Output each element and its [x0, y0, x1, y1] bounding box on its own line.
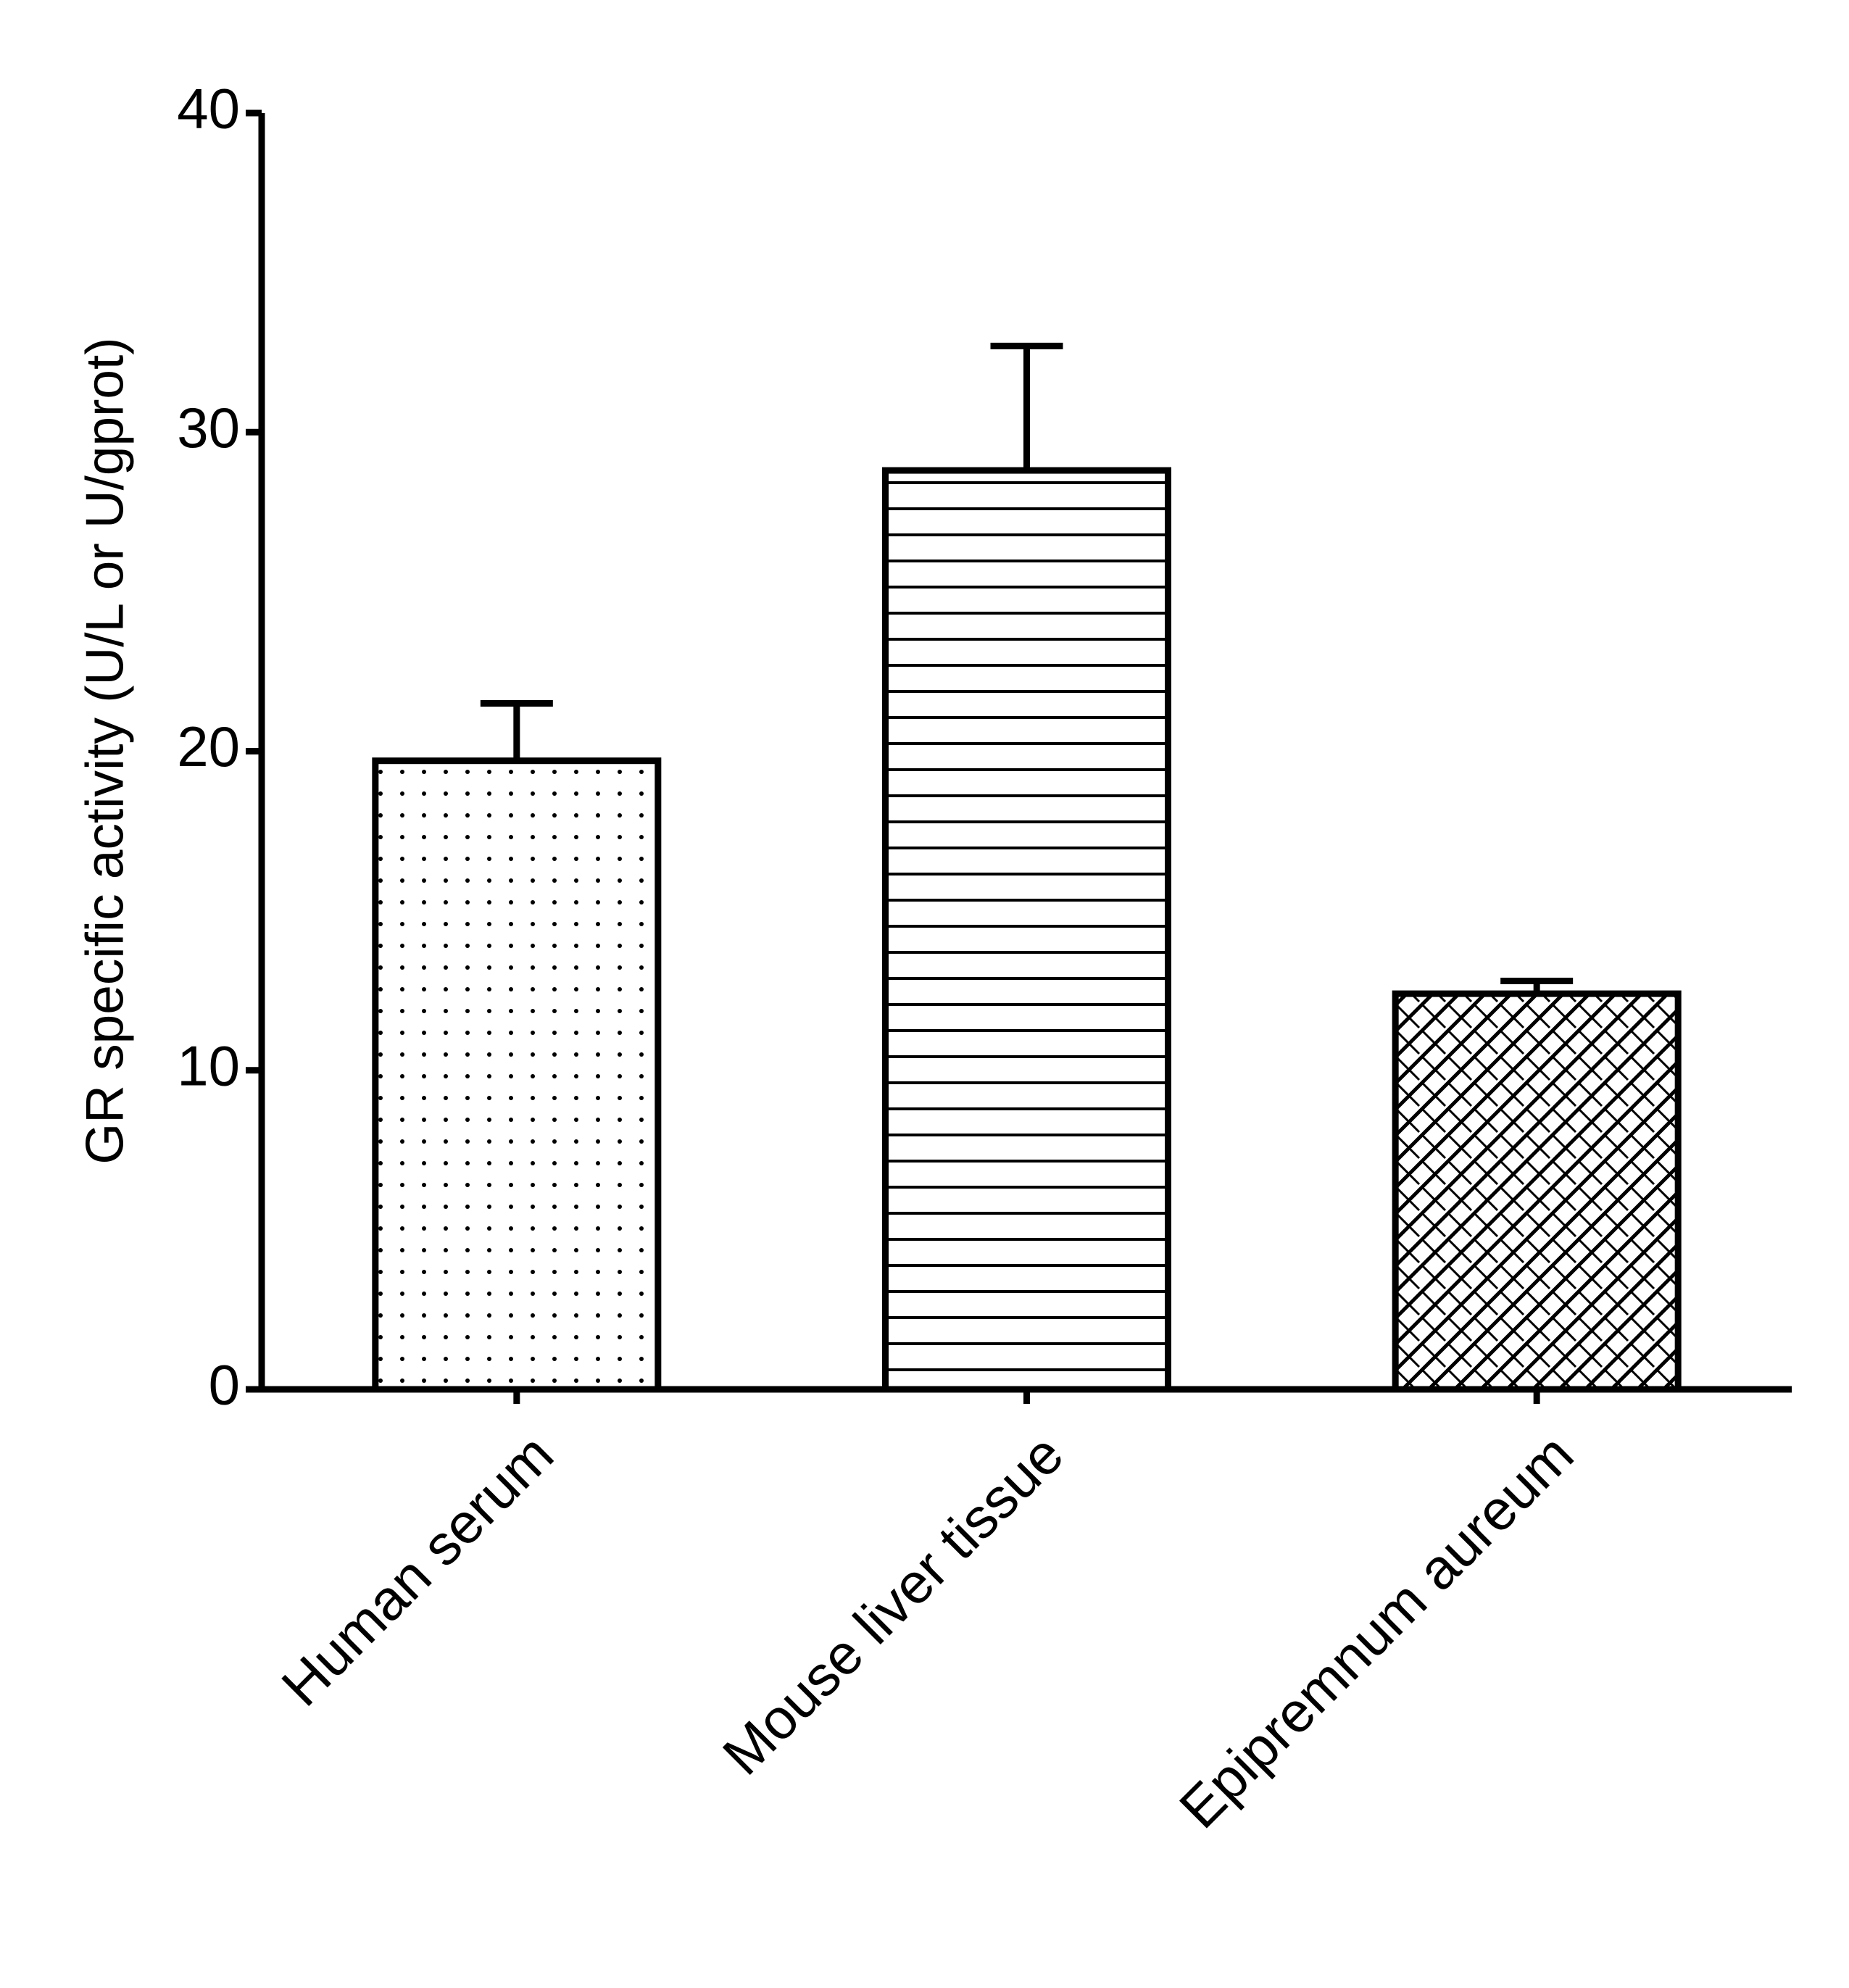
- x-tick-label: Mouse liver tissue: [710, 1422, 1076, 1787]
- x-tick-label: Epipremnum aureum: [1167, 1422, 1585, 1840]
- y-tick-label: 20: [177, 715, 240, 778]
- x-tick-label: Human serum: [269, 1422, 565, 1718]
- y-axis-label: GR specific activity (U/L or U/gprot): [75, 337, 134, 1164]
- bar: [372, 757, 662, 1393]
- y-tick-label: 10: [177, 1033, 240, 1097]
- bar: [1392, 990, 1682, 1393]
- bar: [882, 467, 1171, 1393]
- y-tick-label: 30: [177, 396, 240, 459]
- y-tick-label: 40: [177, 77, 240, 141]
- y-tick-label: 0: [209, 1353, 240, 1417]
